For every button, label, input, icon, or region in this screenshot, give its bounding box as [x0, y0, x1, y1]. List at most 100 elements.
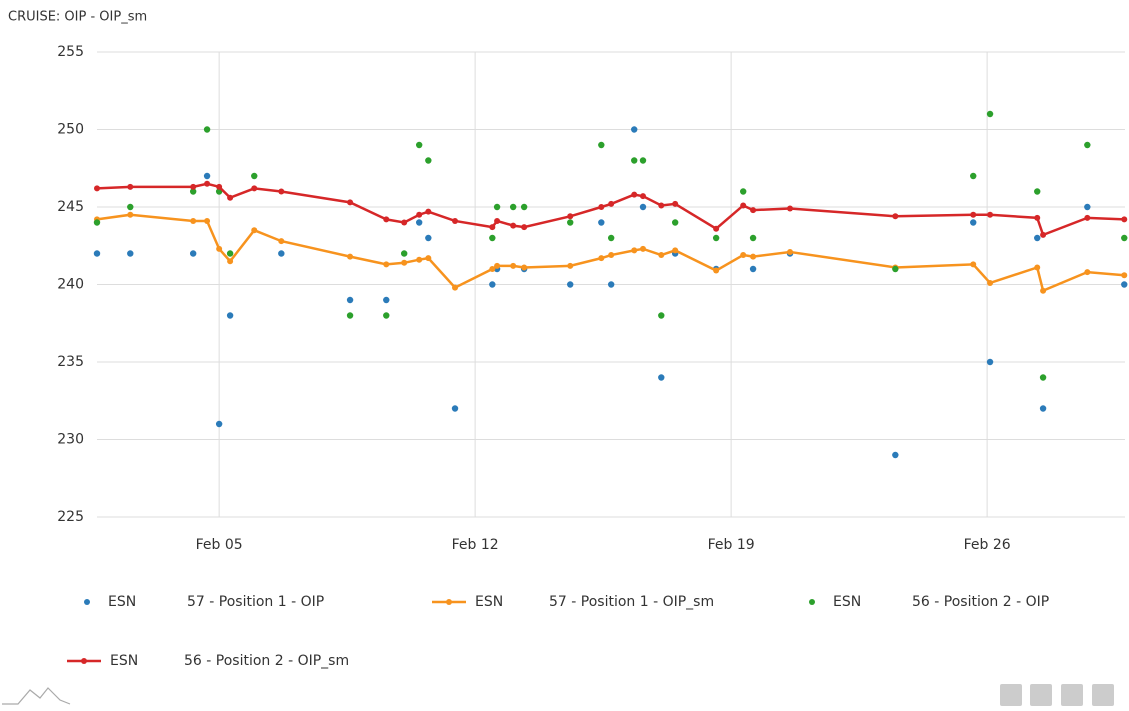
legend-group: ESN — [475, 594, 503, 610]
scatter-point — [631, 157, 638, 164]
line-point — [94, 185, 100, 192]
scatter-point — [346, 312, 354, 319]
line-point — [672, 247, 679, 254]
line-point — [658, 202, 665, 209]
line-point — [1040, 231, 1047, 238]
reset-button[interactable] — [1092, 684, 1114, 706]
y-tick-label: 250 — [57, 122, 84, 138]
y-tick-label: 230 — [57, 432, 84, 448]
line-point — [521, 264, 528, 271]
line-point — [494, 217, 501, 224]
line-point — [416, 256, 423, 263]
scatter-point — [607, 234, 615, 242]
line-point — [987, 279, 994, 286]
scatter-point — [567, 219, 574, 226]
scatter-point — [425, 234, 432, 242]
y-tick-label: 225 — [57, 509, 84, 525]
line-point — [204, 180, 211, 187]
scatter-point — [226, 250, 234, 257]
y-tick-label: 235 — [57, 354, 84, 370]
line-point — [489, 224, 496, 231]
line-point — [987, 211, 994, 218]
line-point — [347, 253, 354, 260]
line-point — [1034, 264, 1041, 271]
scatter-point — [986, 110, 994, 118]
scatter-point — [671, 219, 679, 226]
y-tick-label: 245 — [57, 199, 84, 215]
line-point — [190, 183, 197, 190]
scatter-point — [658, 312, 665, 319]
scatter-point — [346, 296, 354, 304]
scatter-point — [189, 250, 197, 257]
line-point — [216, 245, 223, 252]
scatter-point — [520, 203, 528, 211]
legend-label: 57 - Position 1 - OIP — [187, 594, 324, 610]
line-point — [278, 188, 285, 195]
line-point — [631, 191, 638, 198]
scatter-point — [892, 451, 899, 459]
line-point — [1121, 216, 1128, 223]
line-point — [227, 258, 234, 265]
line-point — [216, 183, 223, 190]
legend-group: ESN — [833, 594, 861, 610]
scatter-point — [658, 374, 665, 381]
line-point — [787, 248, 794, 255]
y-tick-label: 255 — [57, 44, 84, 60]
scatter-point — [203, 126, 211, 133]
line-point — [383, 261, 390, 268]
scatter-point — [749, 234, 757, 242]
scatter-point — [493, 203, 501, 211]
scatter-point — [383, 312, 390, 319]
legend-label: 57 - Position 1 - OIP_sm — [549, 594, 714, 610]
scatter-point — [383, 296, 390, 304]
line-point — [567, 213, 574, 220]
scatter-point — [425, 157, 432, 164]
line-point — [658, 252, 665, 259]
line-point — [425, 255, 432, 262]
series-line — [96, 213, 1125, 293]
legend-marker — [84, 599, 90, 605]
line-point — [1034, 214, 1041, 221]
legend-label: 56 - Position 2 - OIP — [912, 594, 1049, 610]
line-point — [713, 267, 720, 274]
line-point — [970, 261, 977, 268]
scatter-point — [93, 219, 101, 226]
pan-button[interactable] — [1030, 684, 1052, 706]
scatter-point — [451, 405, 459, 412]
scatter-point — [127, 203, 134, 211]
zoom-out-button[interactable] — [1061, 684, 1083, 706]
scatter-point — [567, 281, 574, 288]
line-point — [672, 200, 679, 207]
zoom-in-button[interactable] — [1000, 684, 1022, 706]
line-point — [1084, 269, 1091, 276]
scatter-point — [509, 203, 517, 211]
legend-group: ESN — [110, 653, 138, 669]
legend-marker — [446, 599, 452, 605]
line-point — [127, 183, 134, 190]
scatter-point — [712, 234, 720, 242]
line-point — [521, 224, 528, 231]
line-point — [740, 252, 747, 259]
scatter-point — [598, 219, 605, 226]
line-point — [608, 200, 615, 207]
line-point — [401, 219, 408, 226]
line-point — [892, 213, 899, 220]
scatter-point — [1084, 203, 1091, 211]
x-tick-label: Feb 12 — [452, 537, 499, 553]
line-point — [127, 211, 134, 218]
scatter-point — [607, 281, 615, 288]
y-tick-label: 240 — [57, 277, 84, 293]
line-point — [639, 245, 646, 252]
line-point — [598, 255, 605, 262]
scatter-point — [749, 265, 757, 273]
line-point — [713, 225, 720, 232]
line-point — [190, 217, 197, 224]
line-point — [1121, 272, 1128, 279]
scatter-point — [215, 420, 223, 428]
scatter-point — [93, 250, 101, 257]
line-point — [750, 207, 757, 214]
zoom-controls[interactable] — [1000, 684, 1114, 706]
x-tick-label: Feb 19 — [708, 537, 755, 553]
scatter-point — [400, 250, 408, 257]
